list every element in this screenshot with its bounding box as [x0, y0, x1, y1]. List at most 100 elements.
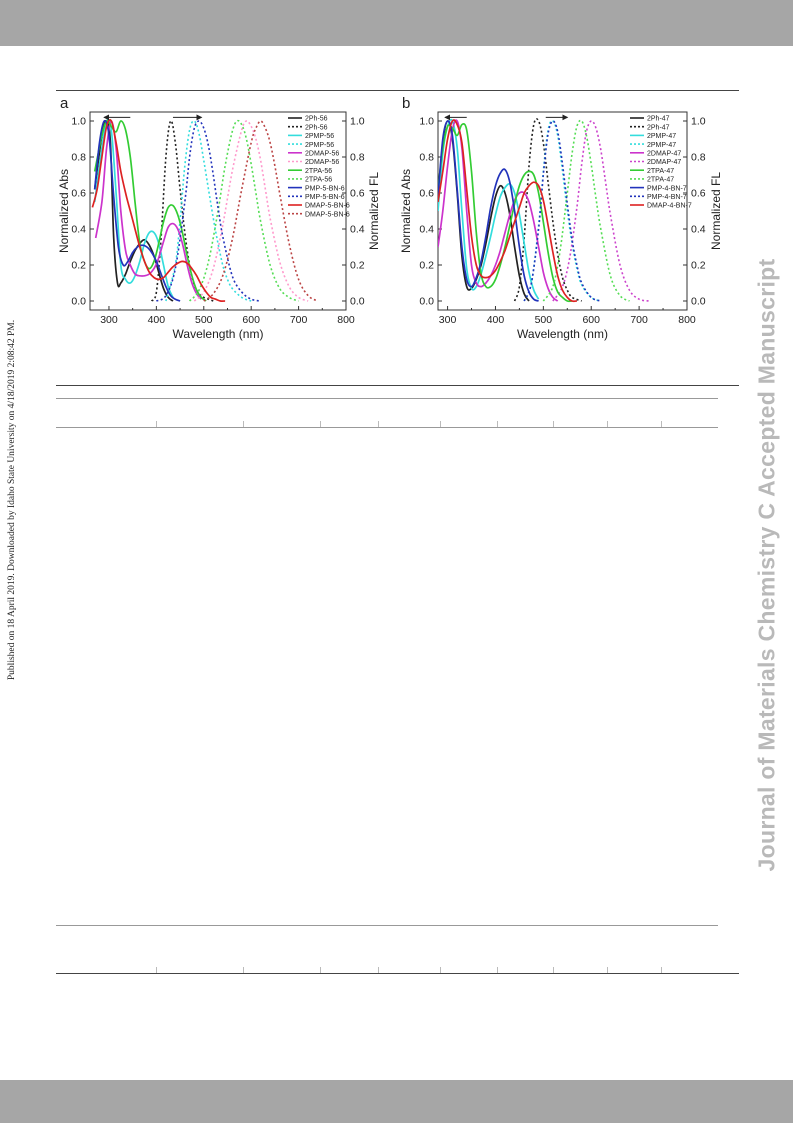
series-line	[438, 120, 539, 302]
x-tick-label: 700	[290, 314, 308, 326]
x-tick-label: 300	[100, 314, 118, 326]
table-header-rule-2	[56, 427, 718, 428]
legend-entry: 2DMAP-56	[305, 159, 339, 166]
y-tick-label: 0.0	[419, 296, 434, 308]
legend-entry: 2PMP-56	[305, 142, 334, 149]
legend-entry: 2TPA-47	[647, 177, 674, 184]
y-tick-label: 1.0	[71, 116, 86, 128]
x-tick-label: 700	[630, 314, 648, 326]
x-tick-label: 800	[337, 314, 355, 326]
legend-entry: 2Ph-47	[647, 124, 670, 131]
legend-entry: 2TPA-56	[305, 177, 332, 184]
table-top-rule	[56, 385, 739, 386]
y2-axis-label: Normalized FL	[367, 172, 381, 250]
x-tick-label: 600	[242, 314, 260, 326]
x-axis-label: Wavelength (nm)	[173, 327, 264, 341]
series-line	[438, 123, 573, 303]
table-header-rule-1	[56, 398, 718, 399]
legend-entry: 2PMP-56	[305, 133, 334, 140]
series-line	[165, 120, 252, 302]
plot-frame	[89, 111, 347, 311]
table-column-separator	[661, 421, 662, 427]
legend-entry: 2Ph-56	[305, 116, 328, 123]
table-bottom-rule	[56, 973, 739, 974]
legend-entry: 2DMAP-47	[647, 159, 681, 166]
panel-label: a	[60, 95, 69, 112]
y-tick-label: 0.2	[419, 260, 434, 272]
table-column-separator	[607, 967, 608, 973]
legend-entry: 2Ph-56	[305, 124, 328, 131]
series-line	[156, 120, 261, 302]
legend-entry: PMP-4-BN-7	[647, 185, 687, 192]
series-line	[193, 120, 309, 302]
legend-entry: 2TPA-47	[647, 168, 674, 175]
panel-label: b	[402, 95, 410, 112]
legend-entry: DMAP-5-BN-6	[305, 211, 350, 218]
legend-entry: PMP-5-BN-6	[305, 194, 345, 201]
legend-entry: 2Ph-47	[647, 116, 670, 123]
series-group	[438, 118, 649, 303]
chart-panel-b: b 300 400 500 600 700 800 0.0 0.2 0.4 0.6 0.8 1.0 0.0…	[399, 95, 723, 341]
series-line	[93, 119, 181, 302]
x-axis-label: Wavelength (nm)	[517, 327, 608, 341]
legend-entry: DMAP-5-BN-6	[305, 203, 350, 210]
table-column-separator	[320, 421, 321, 427]
y2-tick-label: 0.2	[691, 260, 706, 272]
legend-entry: 2DMAP-56	[305, 151, 339, 158]
table-column-separator	[440, 421, 441, 427]
chart-panel-a: a 300 400 500 600 700 800 0.0 0.2 0.4 0.6 0.8 1.0 0.0…	[57, 95, 381, 341]
series-line	[542, 119, 630, 302]
legend-entry: 2DMAP-47	[647, 151, 681, 158]
series-line	[438, 119, 577, 303]
table-column-separator	[440, 967, 441, 973]
y-tick-label: 0.8	[419, 152, 434, 164]
y2-tick-label: 0.4	[350, 224, 365, 236]
y2-tick-label: 0.0	[691, 296, 706, 308]
series-line	[523, 120, 602, 302]
y-tick-label: 1.0	[419, 116, 434, 128]
y2-tick-label: 0.6	[691, 188, 706, 200]
y-tick-label: 0.8	[71, 152, 86, 164]
table-column-separator	[243, 967, 244, 973]
x-tick-label: 500	[535, 314, 553, 326]
series-line	[188, 119, 299, 302]
series-line	[438, 118, 540, 300]
table-column-separator	[497, 421, 498, 427]
x-tick-label: 300	[439, 314, 457, 326]
header-bar	[0, 0, 793, 46]
x-tick-label: 500	[195, 314, 213, 326]
y-tick-label: 0.6	[419, 188, 434, 200]
table-column-separator	[661, 967, 662, 973]
series-line	[438, 119, 559, 302]
table-column-separator	[607, 421, 608, 427]
table-column-separator	[378, 967, 379, 973]
y2-tick-label: 0.2	[350, 260, 365, 272]
series-group	[91, 118, 318, 302]
legend-entry: 2TPA-56	[305, 168, 332, 175]
y-tick-label: 0.6	[71, 188, 86, 200]
legend-entry: 2PMP-47	[647, 142, 676, 149]
y2-tick-label: 0.8	[350, 152, 365, 164]
y2-tick-label: 0.6	[350, 188, 365, 200]
y2-tick-label: 0.8	[691, 152, 706, 164]
table-column-separator	[378, 421, 379, 427]
table-column-separator	[320, 967, 321, 973]
legend-entry: PMP-5-BN-6	[305, 185, 345, 192]
x-tick-label: 400	[487, 314, 505, 326]
footer-bar	[0, 1080, 793, 1123]
y-tick-label: 0.4	[419, 224, 434, 236]
figure-top-rule	[56, 90, 739, 91]
y-axis-label: Normalized Abs	[57, 169, 71, 253]
y2-tick-label: 1.0	[691, 116, 706, 128]
table-column-separator	[497, 967, 498, 973]
y2-tick-label: 0.4	[691, 224, 706, 236]
y2-tick-label: 1.0	[350, 116, 365, 128]
table-column-separator	[553, 421, 554, 427]
x-tick-label: 600	[582, 314, 600, 326]
series-line	[203, 120, 318, 302]
y2-axis-label: Normalized FL	[709, 172, 723, 250]
series-line	[93, 119, 207, 302]
